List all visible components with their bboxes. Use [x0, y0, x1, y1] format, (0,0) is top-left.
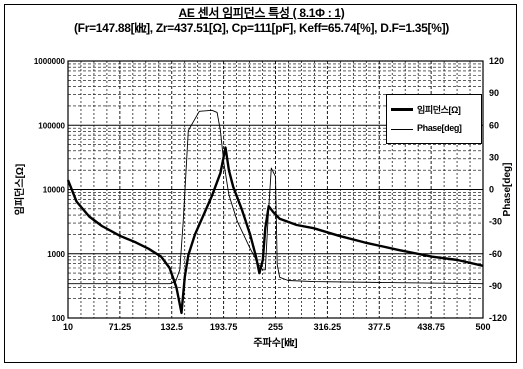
y-tick-label: 10000 — [43, 186, 66, 195]
x-tick-label: 316.25 — [314, 322, 342, 332]
y2-tick-label: 90 — [489, 88, 499, 98]
x-tick-label: 438.75 — [417, 322, 445, 332]
y-tick-label: 1000 — [47, 250, 65, 259]
legend-swatch-impedance — [391, 108, 413, 111]
y-tick-label: 1000000 — [34, 57, 66, 66]
y2-tick-label: -60 — [489, 249, 502, 259]
plot-border — [67, 60, 484, 319]
y2-tick-label: 120 — [489, 56, 504, 66]
chart-title-block: AE 센서 임피던스 특성 ( 8.1Φ : 1) (Fr=147.88[㎑],… — [0, 6, 523, 36]
x-tick-label: 71.25 — [109, 322, 132, 332]
legend-label-impedance: 임피던스[Ω] — [417, 105, 461, 115]
chart-subtitle: (Fr=147.88[㎑], Zr=437.51[Ω], Cp=111[pF],… — [73, 21, 450, 35]
x-tick-label: 377.5 — [368, 322, 391, 332]
x-tick-label: 132.5 — [160, 322, 183, 332]
legend-item-impedance: 임피던스[Ω] — [387, 101, 481, 117]
y-tick-label: 100 — [52, 314, 66, 323]
series-line-phase — [68, 109, 484, 285]
y2-tick-label: 30 — [489, 152, 499, 162]
legend-label-phase: Phase[deg] — [417, 123, 462, 133]
y-axis-label: 임피던스[Ω] — [13, 164, 26, 215]
y2-tick-label: -120 — [489, 313, 507, 323]
legend-swatch-phase — [391, 129, 413, 130]
x-tick-label: 500 — [475, 322, 490, 332]
series-line-impedance — [66, 146, 484, 315]
y2-axis-label: Phase[deg] — [502, 163, 513, 217]
x-tick-label: 10 — [63, 322, 73, 332]
x-tick-label: 255 — [268, 322, 283, 332]
legend: 임피던스[Ω] Phase[deg] — [386, 94, 482, 144]
y2-tick-label: 0 — [489, 185, 494, 195]
y-tick-label: 100000 — [38, 121, 65, 130]
x-axis-label: 주파수[㎑] — [253, 336, 297, 349]
legend-item-phase: Phase[deg] — [387, 121, 481, 137]
x-tick-label: 193.75 — [210, 322, 238, 332]
y2-tick-label: -30 — [489, 217, 502, 227]
y2-tick-label: -90 — [489, 281, 502, 291]
y2-tick-label: 60 — [489, 120, 499, 130]
chart-title: AE 센서 임피던스 특성 ( 8.1Φ : 1) — [178, 6, 345, 20]
